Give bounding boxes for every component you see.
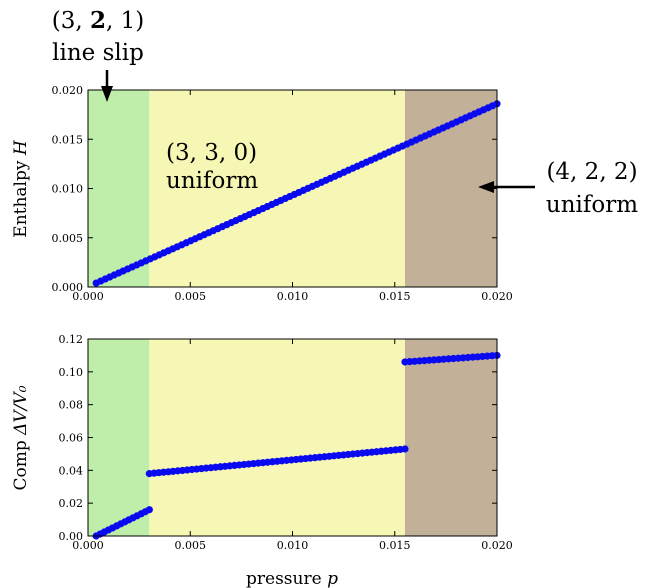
axis-ticks: 0.000 0.005 0.010 0.015 0.020 0.000 0.005 0.010… xyxy=(52,84,513,303)
y-axis-label: Enthalpy H xyxy=(11,139,31,238)
y-tick-label: 0.10 xyxy=(59,366,84,379)
uniform-422-annotation: (4, 2, 2) uniform xyxy=(478,159,638,218)
x-tick-label: 0.015 xyxy=(379,539,411,552)
data-point xyxy=(401,445,409,453)
uniform-422-label: uniform xyxy=(546,192,638,218)
phase-region-2 xyxy=(149,339,405,536)
x-tick-label: 0.010 xyxy=(277,290,309,303)
y-tick-label: 0.04 xyxy=(59,464,84,477)
enthalpy-panel: 0.000 0.005 0.010 0.015 0.020 0.000 0.005 0.010… xyxy=(11,84,513,303)
y-tick-label: 0.12 xyxy=(59,333,84,346)
phase-regions xyxy=(88,90,497,287)
phase-region-1 xyxy=(88,339,150,536)
x-tick-label: 0.010 xyxy=(277,539,309,552)
y-tick-label: 0.02 xyxy=(59,497,84,510)
phase-region-1 xyxy=(88,90,150,287)
line-slip-arrowhead xyxy=(101,86,113,102)
enthalpy-points xyxy=(92,100,501,287)
axis-ticks: 0.000 0.005 0.010 0.015 0.020 0.00 0.02 0.04 0.0… xyxy=(59,333,513,552)
x-tick-label: 0.005 xyxy=(175,290,207,303)
x-tick-label: 0.020 xyxy=(481,290,513,303)
x-tick-label: 0.005 xyxy=(175,539,207,552)
x-tick-label: 0.020 xyxy=(481,539,513,552)
y-tick-label: 0.08 xyxy=(59,399,84,412)
phase-region-3 xyxy=(404,339,497,536)
line-slip-phase-label: (3, 2, 1) xyxy=(52,7,144,34)
phase-region-2 xyxy=(149,90,405,287)
inner-phase-label: (3, 3, 0) uniform xyxy=(166,140,258,194)
uniform-422-phase-label: (4, 2, 2) xyxy=(546,159,637,185)
y-tick-label: 0.015 xyxy=(52,133,84,146)
uniform-422-arrowhead xyxy=(478,181,494,193)
y-axis-label: Comp ΔV/V₀ xyxy=(11,385,31,490)
x-tick-label: 0.000 xyxy=(72,290,104,303)
y-tick-label: 0.000 xyxy=(52,281,84,294)
x-tick-label: 0.000 xyxy=(72,539,104,552)
y-tick-label: 0.005 xyxy=(52,232,84,245)
data-point xyxy=(145,506,153,514)
y-tick-label: 0.00 xyxy=(59,530,84,543)
line-slip-annotation: (3, 2, 1) line slip xyxy=(52,7,144,102)
compression-points xyxy=(92,351,501,540)
line-slip-label: line slip xyxy=(52,40,144,66)
y-tick-label: 0.06 xyxy=(59,432,84,445)
y-tick-label: 0.020 xyxy=(52,84,84,97)
phase-regions xyxy=(88,339,497,536)
compression-panel: 0.000 0.005 0.010 0.015 0.020 0.00 0.02 0.04 0.0… xyxy=(11,333,513,588)
x-tick-label: 0.015 xyxy=(379,290,411,303)
y-tick-label: 0.010 xyxy=(52,183,84,196)
x-axis-label: pressure p xyxy=(246,569,338,588)
